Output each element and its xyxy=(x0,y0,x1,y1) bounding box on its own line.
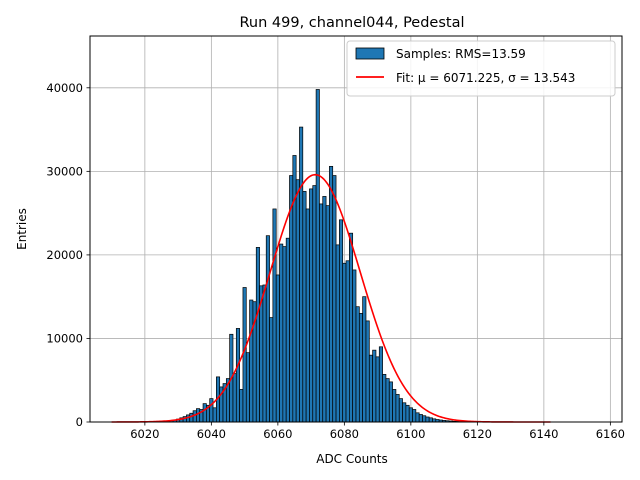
y-tick-label: 30000 xyxy=(46,164,83,178)
histogram-bar xyxy=(358,313,364,423)
histogram-bar xyxy=(415,412,420,423)
histogram-bar xyxy=(412,409,417,423)
histogram-bar xyxy=(285,237,290,423)
histogram-bar xyxy=(189,412,194,423)
histogram-bar xyxy=(255,247,260,423)
histogram-bar xyxy=(309,188,314,423)
histogram-bar xyxy=(269,317,274,423)
legend: Samples: RMS=13.59 Fit: μ = 6071.225, σ … xyxy=(346,40,616,97)
histogram-bar xyxy=(242,287,247,423)
histogram-bar xyxy=(368,354,373,423)
histogram-bar xyxy=(398,398,403,423)
histogram-bar xyxy=(299,126,304,423)
histogram-bar xyxy=(239,389,244,423)
histogram-bar xyxy=(342,262,347,423)
histogram-bar xyxy=(232,373,237,423)
histogram-bar xyxy=(209,398,214,423)
y-tick-label: 0 xyxy=(76,415,83,429)
x-tick-label: 6060 xyxy=(263,427,292,441)
histogram-bar xyxy=(365,320,370,423)
histogram-bar xyxy=(408,407,413,423)
histogram-bar xyxy=(235,328,240,423)
histogram-bar xyxy=(339,219,344,423)
y-axis-ticks: 0 10000 20000 30000 40000 xyxy=(46,81,90,429)
histogram-bar xyxy=(272,208,277,423)
histogram-bar xyxy=(295,179,300,423)
histogram-bar xyxy=(249,299,254,423)
x-tick-label: 6040 xyxy=(197,427,226,441)
legend-label-fit: Fit: μ = 6071.225, σ = 13.543 xyxy=(396,71,575,85)
histogram-bar xyxy=(279,243,284,423)
histogram-bar xyxy=(332,175,337,423)
x-tick-label: 6020 xyxy=(130,427,159,441)
histogram-bar xyxy=(275,274,280,423)
legend-swatch-samples xyxy=(355,47,385,60)
y-axis-label: Entries xyxy=(15,208,29,250)
histogram-bar xyxy=(265,235,270,423)
histogram-bar xyxy=(382,374,387,423)
histogram-bar xyxy=(372,349,377,423)
x-tick-label: 6140 xyxy=(529,427,558,441)
histogram-bar xyxy=(375,356,380,423)
histogram-bar xyxy=(325,205,330,423)
histogram-bar xyxy=(428,417,433,423)
histogram-bar xyxy=(345,260,350,423)
x-axis-label: ADC Counts xyxy=(316,452,388,466)
histogram-bar xyxy=(378,346,383,423)
histogram-bar xyxy=(196,408,201,423)
histogram-bar xyxy=(388,381,393,423)
histogram-bar xyxy=(335,244,340,423)
histogram-bar xyxy=(392,389,397,423)
histogram-bar xyxy=(349,232,354,423)
histogram-bar xyxy=(315,89,320,423)
histogram-bar xyxy=(202,403,207,423)
x-tick-label: 6080 xyxy=(330,427,359,441)
histogram-bar xyxy=(425,416,430,423)
y-tick-label: 20000 xyxy=(46,248,83,262)
histogram-bar xyxy=(402,402,407,423)
x-tick-label: 6160 xyxy=(596,427,625,441)
histogram-bar xyxy=(305,208,310,423)
histogram-bar xyxy=(312,185,317,423)
legend-label-samples: Samples: RMS=13.59 xyxy=(396,47,526,61)
histogram-bar xyxy=(302,191,307,423)
histogram-bar xyxy=(329,165,334,423)
histogram-bar xyxy=(405,404,410,423)
histogram-bar xyxy=(422,415,427,423)
histogram-bar xyxy=(245,352,250,423)
histogram-bar xyxy=(282,246,287,423)
y-tick-label: 10000 xyxy=(46,331,83,345)
histogram-bar xyxy=(355,306,360,423)
x-tick-label: 6100 xyxy=(396,427,425,441)
x-tick-label: 6120 xyxy=(463,427,492,441)
histogram-bar xyxy=(322,196,327,423)
histogram-bar xyxy=(385,378,390,423)
histogram-bar xyxy=(395,394,400,423)
chart-title: Run 499, channel044, Pedestal xyxy=(239,15,464,31)
histogram-bar xyxy=(319,203,324,423)
histogram-bar xyxy=(352,269,357,423)
legend-box xyxy=(346,40,616,97)
plot-frame xyxy=(89,35,623,423)
histogram-bar xyxy=(262,284,267,423)
histogram-bar xyxy=(418,414,423,423)
y-tick-label: 40000 xyxy=(46,81,83,95)
histogram-bar xyxy=(212,407,217,423)
histogram-bar xyxy=(362,296,367,423)
x-axis-ticks: 6020 6040 6060 6080 6100 6120 6140 6160 xyxy=(130,422,625,441)
